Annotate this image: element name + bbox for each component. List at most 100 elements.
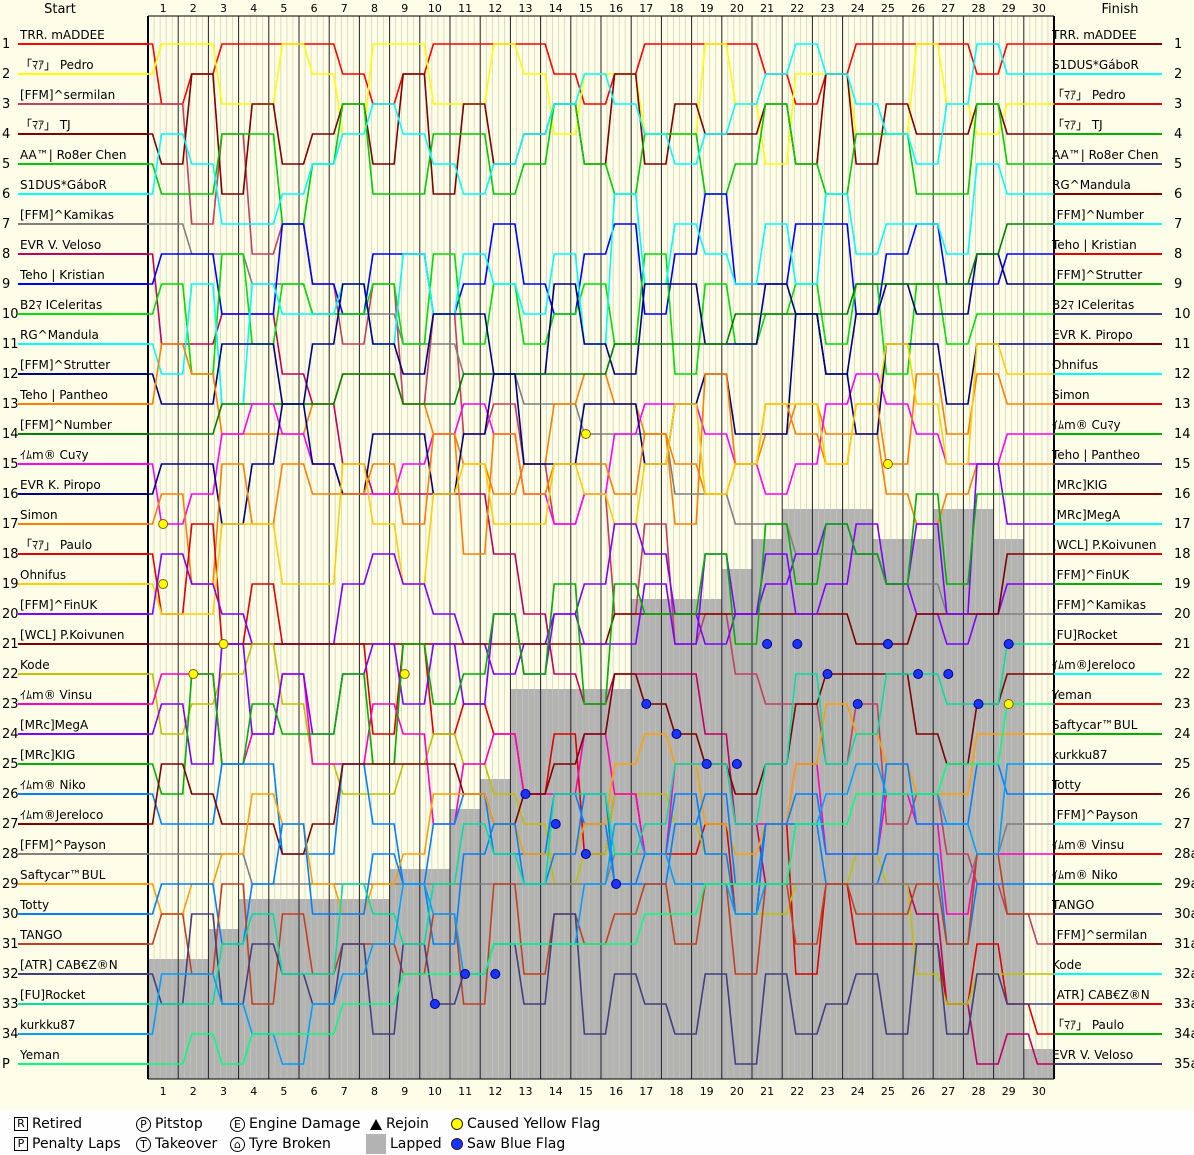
finish-driver-label: [FFM]^FinUK <box>1052 568 1130 582</box>
start-driver-label: [FFM]^FinUK <box>20 598 98 612</box>
finish-position-label: 16 <box>1174 487 1191 502</box>
lap-tick-label-top: 25 <box>881 2 895 15</box>
lap-tick-label-top: 7 <box>341 2 348 15</box>
start-driver-label: [FU]Rocket <box>20 988 86 1002</box>
lap-tick-label-bottom: 24 <box>851 1085 865 1098</box>
start-driver-label: [FFM]^Strutter <box>20 358 110 372</box>
finish-position-label: 18 <box>1174 547 1191 562</box>
start-position-label: 16 <box>2 487 19 502</box>
finish-driver-label: ｲﾑm® Niko <box>1052 868 1118 882</box>
finish-position-label: 31a <box>1174 937 1194 952</box>
finish-driver-label: S1DUS*GáboR <box>1052 58 1139 72</box>
finish-driver-label: [ATR] CAB€Z®N <box>1052 988 1150 1002</box>
start-driver-label: TRR. mADDEE <box>19 28 105 42</box>
start-position-label: 7 <box>2 217 10 232</box>
finish-driver-label: Teho | Kristian <box>1051 238 1137 252</box>
blue-flag-marker <box>973 699 984 709</box>
lap-tick-label-top: 9 <box>401 2 408 15</box>
finish-position-label: 29a <box>1174 877 1194 892</box>
start-driver-label: [FFM]^Payson <box>20 838 106 852</box>
start-header: Start <box>44 2 76 17</box>
legend-retired: R Retired <box>14 1114 82 1134</box>
finish-position-label: 6 <box>1174 187 1182 202</box>
lap-tick-label-top: 27 <box>941 2 955 15</box>
lap-tick-label-bottom: 5 <box>280 1085 287 1098</box>
finish-driver-label: Simon <box>1052 388 1090 402</box>
lap-tick-label-bottom: 19 <box>700 1085 714 1098</box>
start-position-label: 5 <box>2 157 10 172</box>
lap-tick-label-bottom: 26 <box>911 1085 925 1098</box>
finish-driver-label: Kode <box>1052 958 1082 972</box>
lap-tick-label-bottom: 9 <box>401 1085 408 1098</box>
finish-position-label: 13 <box>1174 397 1191 412</box>
finish-driver-label: [WCL] P.Koivunen <box>1052 538 1157 552</box>
start-driver-label: Saftycar™BUL <box>20 868 106 882</box>
rejoin-icon <box>370 1118 382 1130</box>
lap-tick-label-bottom: 6 <box>311 1085 318 1098</box>
finish-header: Finish <box>1101 2 1138 17</box>
finish-position-label: 9 <box>1174 277 1182 292</box>
lap-tick-label-top: 22 <box>790 2 804 15</box>
pitstop-icon: P <box>136 1116 151 1132</box>
finish-position-label: 25 <box>1174 757 1191 772</box>
lapped-block <box>903 539 934 1079</box>
start-driver-label: 「ﾏｱ」 TJ <box>20 118 71 132</box>
position-chart: 1122334455667788991010111112121313141415… <box>0 0 1194 1110</box>
finish-driver-label: RG^Mandula <box>1052 178 1131 192</box>
start-position-label: 24 <box>2 727 19 742</box>
finish-driver-label: 「ﾏｱ」 Pedro <box>1052 88 1126 102</box>
start-driver-label: Teho | Kristian <box>19 268 105 282</box>
finish-driver-label: [FFM]^Number <box>1052 208 1144 222</box>
lapped-block <box>872 539 903 1079</box>
start-driver-label: ｲﾑm® Vinsu <box>20 688 92 702</box>
start-position-label: 17 <box>2 517 19 532</box>
driver-position-trace <box>148 703 1054 1065</box>
start-driver-label: S1DUS*GáboR <box>20 178 107 192</box>
blue-flag-marker <box>429 999 440 1009</box>
start-driver-label: [ATR] CAB€Z®N <box>20 958 118 972</box>
start-position-label: 9 <box>2 277 10 292</box>
start-driver-label: [WCL] P.Koivunen <box>20 628 125 642</box>
start-driver-label: Ohnifus <box>20 568 66 582</box>
finish-driver-label: [MRc]KIG <box>1052 478 1107 492</box>
start-position-label: 33 <box>2 997 19 1012</box>
finish-position-label: 7 <box>1174 217 1182 232</box>
lapped-block <box>299 899 330 1079</box>
blue-flag-marker <box>580 849 591 859</box>
blue-flag-marker <box>943 669 954 679</box>
finish-driver-label: [FFM]^Kamikas <box>1052 598 1146 612</box>
finish-driver-label: [FFM]^Payson <box>1052 808 1138 822</box>
lap-tick-label-bottom: 2 <box>190 1085 197 1098</box>
legend-takeover: T Takeover <box>136 1134 217 1154</box>
finish-position-label: 22 <box>1174 667 1191 682</box>
yellow-flag-marker <box>399 669 410 679</box>
lap-tick-label-top: 14 <box>549 2 563 15</box>
start-driver-label: Simon <box>20 508 58 522</box>
yellow-flag-marker <box>158 579 169 589</box>
finish-position-label: 2 <box>1174 67 1182 82</box>
finish-driver-label: [FFM]^sermilan <box>1052 928 1147 942</box>
finish-position-label: 33a <box>1174 997 1194 1012</box>
finish-driver-label: 「ﾏｱ」 Paulo <box>1052 1018 1124 1032</box>
lapped-block <box>238 899 269 1079</box>
lap-tick-label-bottom: 13 <box>519 1085 533 1098</box>
lap-tick-label-top: 1 <box>160 2 167 15</box>
start-position-label: 6 <box>2 187 10 202</box>
driver-position-trace <box>148 643 1054 1005</box>
start-driver-label: TANGO <box>19 928 62 942</box>
lapped-block <box>993 539 1024 1079</box>
start-position-label: 34 <box>2 1027 19 1042</box>
finish-driver-label: [MRc]MegA <box>1052 508 1121 522</box>
lapped-block <box>691 599 722 1079</box>
finish-driver-label: AA™| Ro8er Chen <box>1052 148 1159 162</box>
lapped-block <box>631 599 662 1079</box>
tyre-broken-icon: ⌂ <box>230 1136 245 1152</box>
start-position-label: 19 <box>2 577 19 592</box>
driver-position-trace <box>148 373 1054 585</box>
finish-position-label: 32a <box>1174 967 1194 982</box>
start-driver-label: 「ﾏｱ」 Paulo <box>20 538 92 552</box>
finish-driver-label: Ohnifus <box>1052 358 1098 372</box>
finish-driver-label: ｲﾑm® Vinsu <box>1052 838 1124 852</box>
blue-flag-marker <box>671 729 682 739</box>
blue-flag-marker <box>852 699 863 709</box>
